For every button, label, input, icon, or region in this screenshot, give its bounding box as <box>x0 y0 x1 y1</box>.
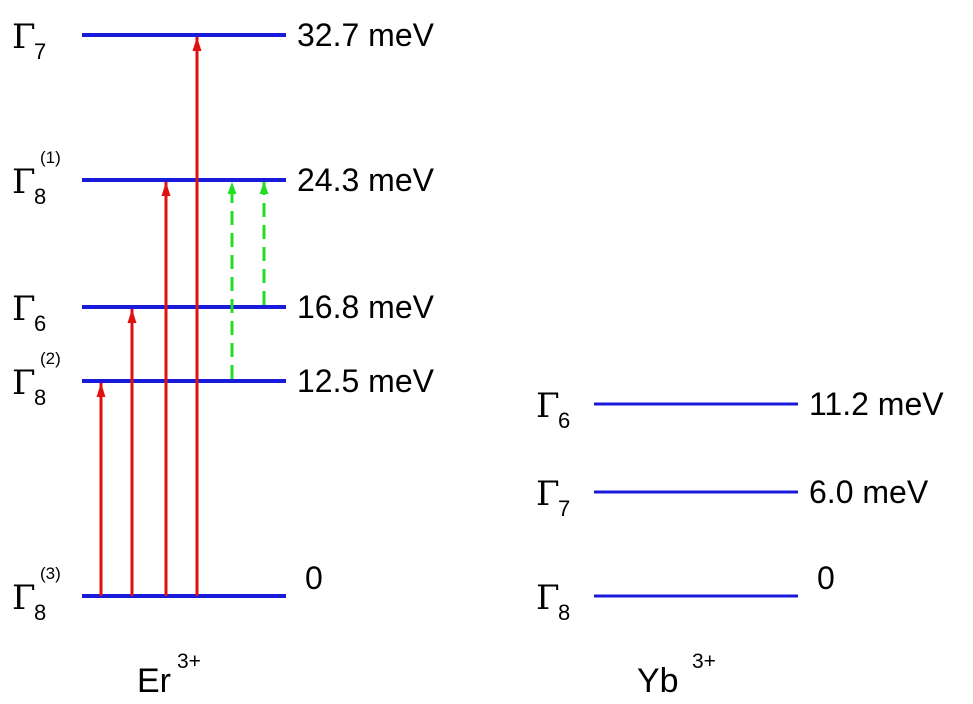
transition-group <box>96 37 269 596</box>
er-energy-label: 12.5 meV <box>297 363 435 399</box>
yb-level-gamma: Γ <box>536 578 560 618</box>
yb-level-subscript: 8 <box>558 600 570 625</box>
er-energy-label: 16.8 meV <box>297 289 435 325</box>
er-level-superscript: (2) <box>40 349 61 368</box>
yb-ion-label: Yb <box>637 662 679 700</box>
yb-level-subscript: 7 <box>558 496 570 521</box>
er-level-superscript: (1) <box>40 148 61 167</box>
er-level-gamma: Γ <box>12 162 36 202</box>
er-level-gamma: Γ <box>12 289 36 329</box>
yb-ion-charge: 3+ <box>692 650 716 673</box>
yb-energy-label: 11.2 meV <box>809 386 944 422</box>
er-level-superscript: (3) <box>40 564 61 583</box>
er-level-subscript: 8 <box>34 385 46 410</box>
yb-level-gamma: Γ <box>536 474 560 514</box>
er-energy-label: 24.3 meV <box>297 162 435 198</box>
yb-level-subscript: 6 <box>558 408 570 433</box>
er-level-gamma: Γ <box>12 363 36 403</box>
er-level-subscript: 8 <box>34 600 46 625</box>
yb-energy-label: 0 <box>817 560 835 596</box>
er-level-gamma: Γ <box>12 578 36 618</box>
yb-energy-label: 6.0 meV <box>809 474 929 510</box>
er-energy-label: 32.7 meV <box>297 17 435 53</box>
er-level-gamma: Γ <box>12 17 36 57</box>
er-energy-label: 0 <box>305 560 323 596</box>
er-level-subscript: 7 <box>34 39 46 64</box>
er-level-subscript: 8 <box>34 184 46 209</box>
yb-level-gamma: Γ <box>536 386 560 426</box>
er-level-subscript: 6 <box>34 311 46 336</box>
er-ion-label: Er <box>137 662 171 700</box>
er-ion-charge: 3+ <box>177 650 201 673</box>
